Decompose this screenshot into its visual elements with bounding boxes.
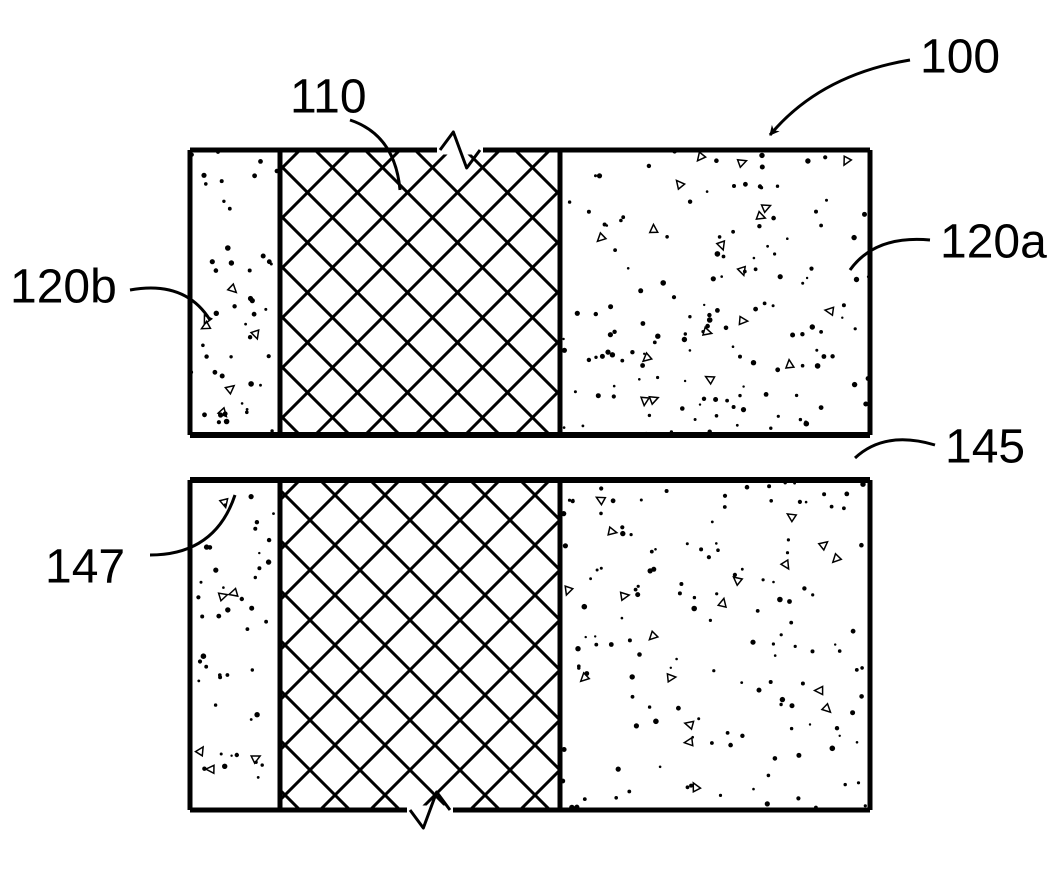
diagram-root: 100 110 120a 120b 145 147 [0,0,1052,876]
label-120b: 120b [10,261,117,314]
label-120a: 120a [940,216,1047,269]
gap-band [190,435,870,480]
label-147: 147 [45,541,125,594]
label-110: 110 [290,71,367,124]
label-100: 100 [920,31,1000,84]
label-145: 145 [945,421,1025,474]
